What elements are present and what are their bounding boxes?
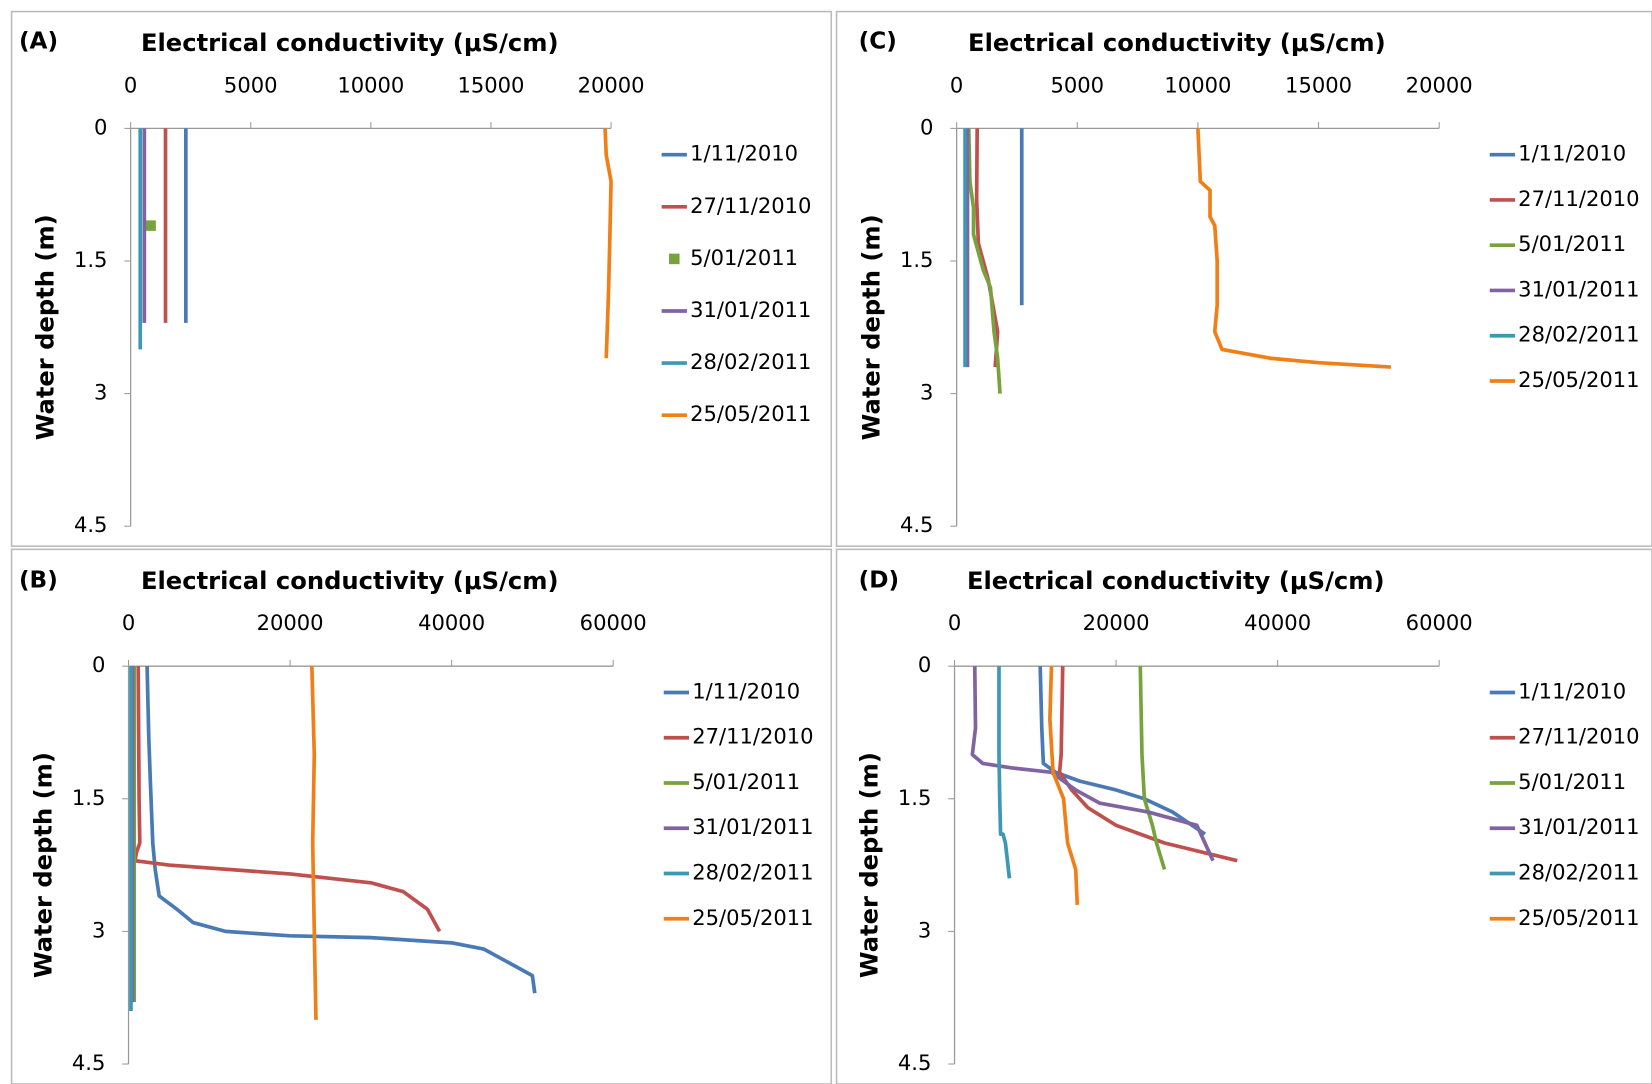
legend-label: 27/11/2010 <box>692 724 813 749</box>
y-axis-label: Water depth (m) <box>31 214 59 440</box>
legend-marker <box>669 253 680 265</box>
legend-label: 27/11/2010 <box>1518 186 1639 211</box>
legend-label: 25/05/2011 <box>692 905 813 930</box>
series-line <box>1048 666 1080 905</box>
series-line <box>997 666 1012 879</box>
x-tick-label: 10000 <box>337 72 404 97</box>
x-tick-label: 5000 <box>1050 72 1104 97</box>
legend-label: 28/02/2011 <box>692 860 813 885</box>
x-tick-label: 0 <box>948 610 961 635</box>
series-line <box>1196 128 1392 369</box>
legend-label: 28/02/2011 <box>1518 860 1639 885</box>
series-line <box>310 666 318 1020</box>
legend-label: 28/02/2011 <box>690 349 811 374</box>
panel-frame <box>10 548 833 1084</box>
x-tick-label: 0 <box>122 610 135 635</box>
legend-label: 25/05/2011 <box>1518 905 1639 930</box>
y-axis-label: Water depth (m) <box>855 752 883 978</box>
panel-frame <box>10 10 833 547</box>
axis-title: Electrical conductivity (μS/cm) <box>967 567 1385 595</box>
y-tick-label: 0 <box>920 114 933 139</box>
legend-label: 1/11/2010 <box>1518 141 1626 166</box>
legend-label: 27/11/2010 <box>1518 724 1639 749</box>
legend-label: 5/01/2011 <box>1518 231 1626 256</box>
panel-frame <box>835 10 1652 547</box>
x-tick-label: 10000 <box>1164 72 1231 97</box>
panel-label: (B) <box>19 567 58 593</box>
y-tick-label: 4.5 <box>74 512 108 537</box>
legend-label: 5/01/2011 <box>692 769 800 794</box>
axis-title: Electrical conductivity (μS/cm) <box>141 29 559 57</box>
series-line <box>970 666 1215 862</box>
x-tick-label: 20000 <box>578 72 645 97</box>
series-line <box>133 666 442 933</box>
legend-label: 5/01/2011 <box>690 245 798 270</box>
legend-label: 1/11/2010 <box>692 679 800 704</box>
legend-label: 31/01/2011 <box>690 297 811 322</box>
y-tick-label: 0 <box>918 652 931 677</box>
y-tick-label: 1.5 <box>74 247 108 272</box>
legend-label: 25/05/2011 <box>1518 367 1639 392</box>
x-tick-label: 15000 <box>1285 72 1352 97</box>
x-tick-label: 20000 <box>257 610 324 635</box>
series-line <box>603 128 613 359</box>
panel-label: (C) <box>859 29 897 55</box>
y-tick-label: 3 <box>92 917 105 942</box>
series-line <box>145 666 537 994</box>
x-tick-label: 20000 <box>1406 72 1473 97</box>
legend-label: 31/01/2011 <box>692 814 813 839</box>
legend-label: 27/11/2010 <box>690 193 811 218</box>
x-tick-label: 40000 <box>418 610 485 635</box>
y-tick-label: 1.5 <box>900 247 934 272</box>
x-tick-label: 15000 <box>457 72 524 97</box>
series-line <box>1038 666 1207 836</box>
data-point <box>145 220 156 231</box>
legend-label: 31/01/2011 <box>1518 814 1639 839</box>
y-tick-label: 1.5 <box>898 785 932 810</box>
legend-label: 1/11/2010 <box>690 141 798 166</box>
panel-label: (D) <box>859 567 899 593</box>
x-tick-label: 60000 <box>580 610 647 635</box>
x-tick-label: 40000 <box>1244 610 1311 635</box>
y-tick-label: 3 <box>94 380 107 405</box>
y-tick-label: 3 <box>918 917 931 942</box>
legend-label: 1/11/2010 <box>1518 679 1626 704</box>
series-line <box>966 128 1002 394</box>
y-tick-label: 3 <box>920 380 933 405</box>
y-tick-label: 0 <box>94 114 107 139</box>
y-tick-label: 1.5 <box>72 785 106 810</box>
panel-frame <box>835 548 1652 1084</box>
panel-label: (A) <box>19 29 58 55</box>
y-tick-label: 4.5 <box>72 1050 106 1075</box>
series-line <box>1057 666 1238 863</box>
legend-label: 5/01/2011 <box>1518 769 1626 794</box>
y-tick-label: 4.5 <box>900 512 934 537</box>
y-tick-label: 4.5 <box>898 1050 932 1075</box>
y-axis-label: Water depth (m) <box>857 214 885 440</box>
y-axis-label: Water depth (m) <box>29 752 57 978</box>
x-tick-label: 20000 <box>1083 610 1150 635</box>
legend-label: 25/05/2011 <box>690 401 811 426</box>
legend-label: 31/01/2011 <box>1518 276 1639 301</box>
y-tick-label: 0 <box>92 652 105 677</box>
legend-label: 28/02/2011 <box>1518 322 1639 347</box>
axis-title: Electrical conductivity (μS/cm) <box>968 29 1386 57</box>
x-tick-label: 60000 <box>1406 610 1473 635</box>
x-tick-label: 5000 <box>224 72 278 97</box>
axis-title: Electrical conductivity (μS/cm) <box>141 567 559 595</box>
x-tick-label: 0 <box>950 72 963 97</box>
x-tick-label: 0 <box>124 72 137 97</box>
